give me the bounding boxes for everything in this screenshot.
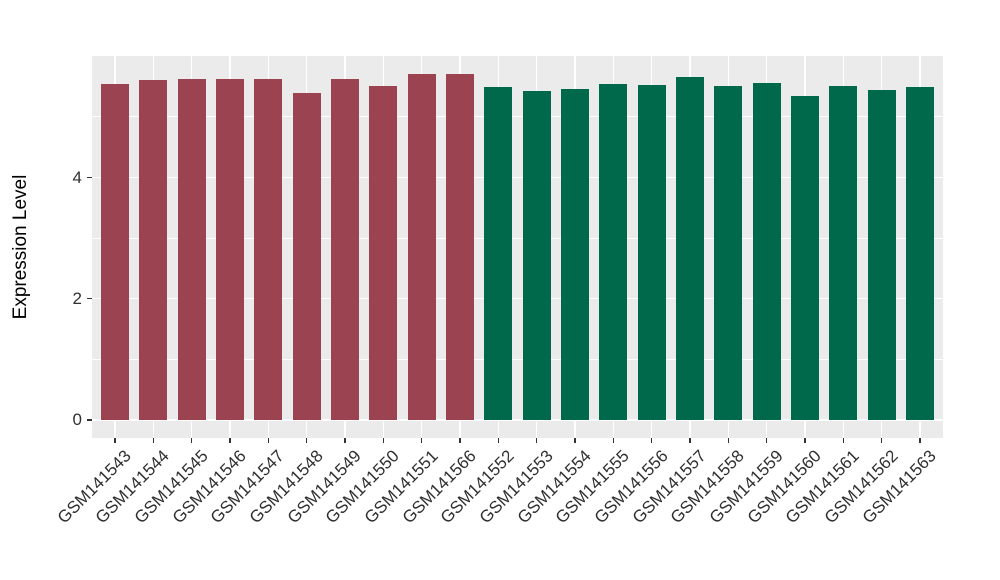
x-axis-tick	[535, 438, 538, 443]
x-axis-tick	[459, 438, 461, 443]
y-axis-tick	[87, 297, 92, 300]
x-axis-tick	[765, 438, 768, 443]
x-axis-tick	[382, 438, 385, 443]
bar	[446, 74, 474, 420]
x-axis-tick	[497, 438, 500, 443]
bar	[829, 86, 858, 420]
gridline-horizontal-minor	[92, 358, 943, 360]
x-axis-tick	[267, 438, 270, 443]
bar	[637, 85, 666, 420]
bar	[867, 89, 896, 420]
y-axis-tick	[87, 419, 92, 421]
bar	[791, 96, 819, 420]
gridline-horizontal-minor	[92, 237, 943, 239]
bar	[407, 74, 436, 420]
bar	[139, 80, 168, 420]
gridline-horizontal-major	[92, 176, 943, 179]
x-axis-tick	[420, 438, 423, 443]
x-axis-tick	[152, 438, 155, 443]
y-axis-title: Expression Level	[10, 174, 31, 320]
bar	[369, 86, 398, 420]
y-tick-label: 2	[72, 289, 82, 309]
x-axis-tick	[919, 438, 921, 443]
x-axis-tick	[727, 438, 730, 443]
x-axis-tick	[114, 438, 116, 443]
bar	[714, 85, 743, 420]
bar	[292, 92, 321, 420]
x-axis-tick	[612, 438, 615, 443]
x-axis-tick	[344, 438, 346, 443]
bar	[752, 83, 781, 420]
x-axis-tick	[229, 438, 231, 443]
x-axis-tick	[574, 438, 576, 443]
gridline-horizontal-major	[92, 297, 943, 300]
bar	[906, 86, 934, 420]
x-axis-tick	[650, 438, 653, 443]
bar	[676, 77, 704, 420]
bar	[331, 79, 359, 420]
x-axis-tick	[842, 438, 845, 443]
bar	[484, 86, 513, 420]
plot-panel	[92, 56, 943, 438]
bar	[216, 79, 244, 420]
gridline-horizontal-major	[92, 419, 943, 421]
y-tick-label: 4	[72, 167, 82, 187]
x-axis-tick	[880, 438, 883, 443]
x-axis-tick	[804, 438, 806, 443]
y-axis-tick	[87, 176, 92, 179]
bar	[522, 91, 551, 420]
y-tick-label: 0	[72, 410, 82, 430]
x-axis-tick	[689, 438, 691, 443]
bar	[599, 84, 628, 420]
bar	[101, 84, 129, 420]
bar	[177, 79, 206, 420]
x-axis-tick	[305, 438, 308, 443]
x-axis-tick	[190, 438, 193, 443]
bar	[561, 88, 589, 420]
gridline-horizontal-minor	[92, 116, 943, 118]
bar	[254, 79, 283, 420]
